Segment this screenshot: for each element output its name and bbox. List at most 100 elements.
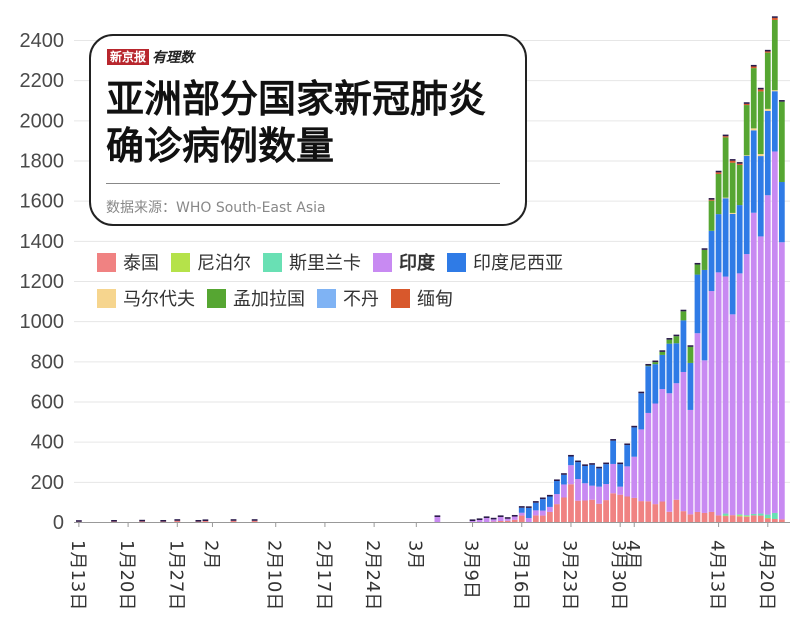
bar-cap — [778, 100, 785, 102]
bar-segment — [568, 484, 574, 522]
bar-segment — [694, 274, 701, 334]
x-tick-label: 4月 — [622, 540, 643, 569]
bar-segment — [764, 518, 771, 522]
bar-segment — [596, 503, 602, 522]
bar-segment — [708, 511, 715, 522]
bar-segment — [546, 496, 553, 507]
bar-cap — [722, 134, 729, 137]
bar-segment — [722, 136, 729, 138]
bar-segment — [687, 514, 694, 522]
bar-segment — [708, 230, 715, 292]
bar-cap — [757, 87, 764, 90]
bar-segment — [764, 108, 771, 111]
legend-swatch — [391, 288, 410, 308]
legend-swatch — [373, 252, 392, 272]
bar-segment — [729, 314, 736, 516]
bar-cap — [561, 473, 567, 475]
bar-segment — [715, 172, 722, 174]
bar-segment — [715, 214, 722, 273]
bar-segment — [743, 155, 750, 255]
bar-segment — [743, 516, 750, 517]
bar-cap — [139, 519, 146, 522]
bar-cap — [511, 514, 518, 517]
bar-cap — [764, 49, 771, 52]
bar-segment — [729, 212, 736, 214]
bar-segment — [532, 502, 539, 511]
bar-segment — [771, 17, 778, 20]
legend-label: 马尔代夫 — [123, 289, 195, 310]
bar-segment — [645, 366, 652, 413]
legend-label: 缅甸 — [417, 289, 453, 310]
bar-cap — [701, 248, 708, 250]
bar-segment — [652, 362, 659, 365]
legend-swatch — [207, 288, 226, 308]
bar-segment — [638, 429, 645, 502]
bar-cap — [532, 501, 539, 503]
y-tick-label: 600 — [31, 392, 64, 414]
bar-cap — [483, 516, 490, 518]
bar-segment — [764, 514, 771, 518]
bar-segment — [546, 506, 553, 512]
bar-segment — [715, 515, 722, 522]
bar-cap — [680, 309, 687, 312]
bar-cap — [750, 64, 757, 67]
bar-cap — [771, 16, 778, 18]
bar-segment — [610, 493, 617, 522]
bar-segment — [251, 520, 258, 522]
bar-segment — [554, 494, 560, 505]
x-tick-label: 1月20日 — [116, 540, 137, 610]
bar-segment — [701, 249, 708, 270]
x-tick-label: 2月 — [200, 540, 221, 569]
legend-label: 斯里兰卡 — [289, 253, 361, 274]
bar-segment — [715, 173, 722, 215]
bar-segment — [652, 403, 659, 505]
bar-cap — [434, 515, 441, 517]
bar-cap — [76, 520, 82, 522]
bar-segment — [174, 520, 181, 522]
bar-segment — [715, 272, 722, 516]
legend-swatch — [97, 288, 116, 308]
bar-cap — [652, 360, 659, 363]
bar-cap — [111, 519, 117, 522]
bar-segment — [111, 521, 117, 523]
bar-segment — [757, 513, 764, 516]
bar-cap — [603, 462, 609, 465]
bar-segment — [575, 479, 581, 501]
x-tick-label: 3月16日 — [510, 540, 531, 610]
bar-segment — [160, 521, 167, 523]
y-tick-label: 0 — [53, 512, 64, 534]
bar-segment — [582, 500, 588, 522]
bar-segment — [476, 519, 483, 522]
bar-cap — [490, 517, 497, 520]
legend-label: 孟加拉国 — [233, 289, 305, 310]
bar-segment — [603, 464, 609, 485]
bar-segment — [659, 351, 666, 355]
bar-segment — [631, 497, 638, 522]
bar-segment — [757, 156, 764, 237]
bar-cap — [174, 519, 181, 521]
bar-segment — [757, 91, 764, 155]
legend-row-1: 泰国 尼泊尔 斯里兰卡 印度 印度尼西亚 — [97, 250, 617, 274]
bar-segment — [750, 128, 757, 131]
bar-cap — [504, 517, 511, 519]
bar-segment — [687, 346, 694, 363]
legend-label: 印度 — [399, 253, 435, 274]
bar-cap — [715, 170, 722, 173]
bar-segment — [575, 462, 581, 480]
bar-segment — [722, 515, 729, 517]
bar-segment — [750, 515, 757, 522]
bar-segment — [680, 511, 687, 522]
brand-logo: 新京报 有理数 — [107, 47, 194, 67]
legend-item: 缅甸 — [391, 285, 453, 311]
bar-segment — [490, 519, 497, 522]
bar-segment — [750, 68, 757, 129]
y-axis-ticks: 0 200 400 600 800 1000 1200 1400 1600 1800 2000 220… — [20, 30, 65, 534]
legend-item: 斯里兰卡 — [263, 249, 361, 275]
bar-segment — [750, 130, 757, 213]
bar-segment — [673, 499, 680, 522]
x-tick-label: 4月13日 — [707, 540, 728, 610]
bar-cap — [195, 519, 202, 522]
bar-segment — [708, 200, 715, 231]
legend-item: 印度 — [373, 249, 435, 275]
